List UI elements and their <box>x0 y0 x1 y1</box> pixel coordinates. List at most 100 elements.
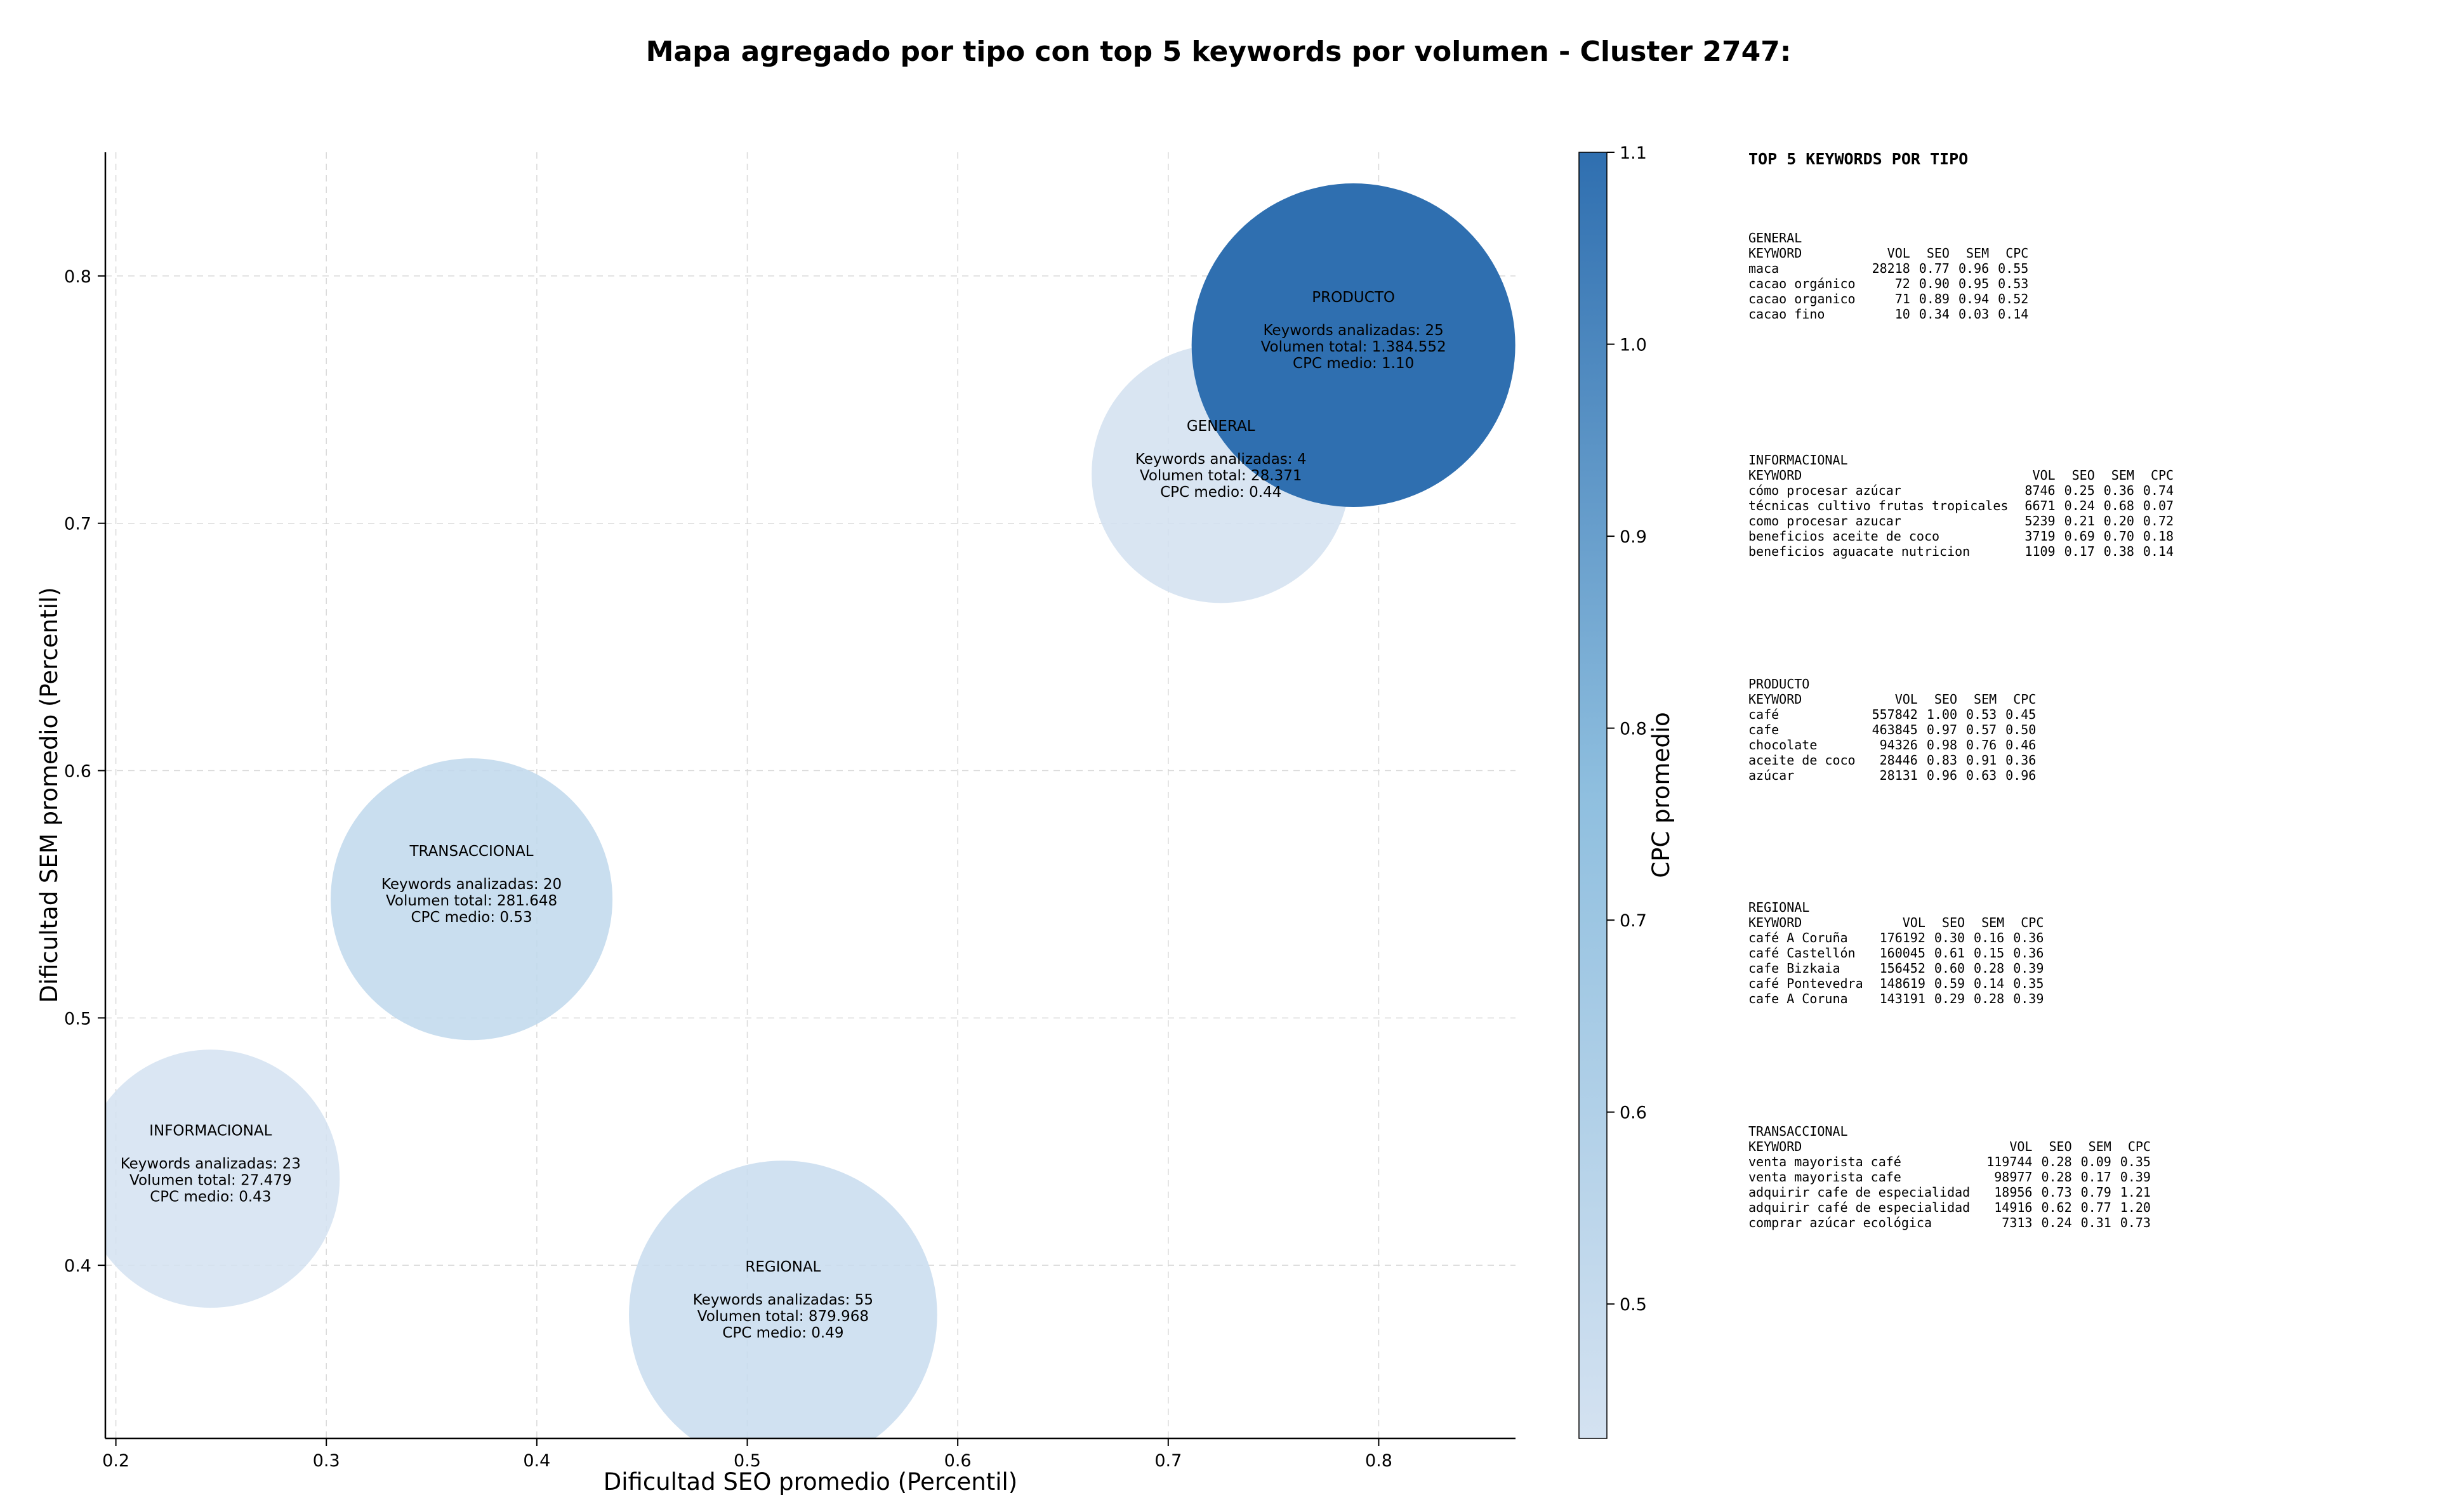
axes <box>104 152 1516 1440</box>
keywords-panel: TOP 5 KEYWORDS POR TIPO GENERAL KEYWORD VO… <box>1748 150 2421 1230</box>
keywords-cell: maca <box>1748 261 1780 276</box>
keywords-cell: 160045 <box>1879 945 1925 961</box>
keywords-cell: 1.21 <box>2120 1185 2151 1200</box>
keywords-cell: 1.00 <box>1926 707 1957 722</box>
keywords-cell: adquirir café de especialidad <box>1748 1200 1971 1215</box>
keywords-row: venta mayorista café 119744 0.28 0.09 0.35 <box>1748 1154 2160 1169</box>
keywords-cell: 6671 <box>2024 498 2056 513</box>
bubble-cpc-label: CPC medio: 1.10 <box>1293 355 1414 372</box>
colorbar-tick-label: 0.6 <box>1620 1103 1647 1123</box>
keywords-cell: 1.20 <box>2120 1200 2151 1215</box>
keywords-cell: 0.39 <box>2013 961 2044 976</box>
keywords-cell: 0.94 <box>1958 291 1990 306</box>
keywords-cell: 0.25 <box>2064 483 2095 498</box>
keywords-cell: adquirir cafe de especialidad <box>1748 1185 1971 1200</box>
keywords-row: técnicas cultivo frutas tropicales 6671 0.… <box>1748 498 2183 513</box>
keywords-cell: cafe Bizkaia <box>1748 961 1840 976</box>
keywords-cell: 10 <box>1894 306 1910 322</box>
y-tick-label: 0.5 <box>64 1009 91 1029</box>
y-ticks: 0.4 0.5 0.6 0.7 0.8 <box>64 267 105 1276</box>
keywords-cell: 0.74 <box>2143 483 2174 498</box>
keywords-cell: como procesar azucar <box>1748 513 1901 529</box>
keywords-cell: café Castellón <box>1748 945 1856 961</box>
x-tick-label: 0.4 <box>523 1451 550 1471</box>
keywords-cell: 0.96 <box>2005 768 2037 783</box>
keywords-cell: aceite de coco <box>1748 753 1856 768</box>
x-tick-label: 0.8 <box>1365 1451 1392 1471</box>
keywords-cell: 0.14 <box>2143 544 2174 559</box>
keywords-row: café A Coruña 176192 0.30 0.16 0.36 <box>1748 930 2052 945</box>
keywords-cell: 0.17 <box>2080 1169 2111 1185</box>
keywords-row: cafe A Coruna 143191 0.29 0.28 0.39 <box>1748 991 2052 1006</box>
keywords-cell: 0.28 <box>1974 961 2005 976</box>
keywords-cell: 0.91 <box>1966 753 1997 768</box>
keywords-table: KEYWORD VOL SEO SEM CPC café A Coruña 176192 0.… <box>1748 915 2052 1006</box>
colorbar <box>1578 152 1608 1439</box>
bubble-keywords-label: Keywords analizadas: 20 <box>381 876 562 893</box>
keywords-cell: 0.77 <box>2080 1200 2111 1215</box>
keywords-row: cacao orgánico 72 0.90 0.95 0.53 <box>1748 276 2037 291</box>
keywords-cell: 0.14 <box>1998 306 2029 322</box>
keywords-group-general: GENERAL KEYWORD VOL SEO SEM CPC maca 28218 0.77 0… <box>1748 230 2037 322</box>
bubble-name-label: REGIONAL <box>745 1259 821 1275</box>
keywords-cell: 0.73 <box>2120 1215 2151 1230</box>
keywords-cell: 0.96 <box>1926 768 1957 783</box>
keywords-column-header: SEM <box>1974 692 1997 707</box>
keywords-cell: 14916 <box>1994 1200 2033 1215</box>
bubble-layer <box>105 183 1516 1438</box>
keywords-row: adquirir cafe de especialidad 18956 0.73 0.… <box>1748 1185 2160 1200</box>
keywords-column-header: SEO <box>1941 915 1965 930</box>
bubble-name-label: TRANSACCIONAL <box>409 843 533 860</box>
colorbar-tick-label: 0.7 <box>1620 911 1647 931</box>
keywords-cell: 0.76 <box>1966 737 1997 753</box>
keywords-column-header: KEYWORD <box>1748 468 1802 483</box>
bubble-keywords-label: Keywords analizadas: 4 <box>1135 451 1307 468</box>
keywords-cell: 0.62 <box>2041 1200 2072 1215</box>
keywords-column-header: KEYWORD <box>1748 246 1802 261</box>
bubble-cpc-label: CPC medio: 0.53 <box>411 909 532 926</box>
keywords-column-header: CPC <box>2005 246 2029 261</box>
keywords-cell: 0.28 <box>1974 991 2005 1006</box>
keywords-cell: 0.31 <box>2080 1215 2111 1230</box>
keywords-row: cacao organico 71 0.89 0.94 0.52 <box>1748 291 2037 306</box>
keywords-cell: 148619 <box>1879 976 1925 991</box>
bubble-transaccional <box>330 758 613 1041</box>
keywords-cell: 1109 <box>2024 544 2056 559</box>
keywords-cell: 0.35 <box>2013 976 2044 991</box>
keywords-column-header: CPC <box>2150 468 2174 483</box>
keywords-column-header: CPC <box>2127 1139 2151 1154</box>
keywords-cell: 71 <box>1894 291 1910 306</box>
keywords-row: aceite de coco 28446 0.83 0.91 0.36 <box>1748 753 2045 768</box>
keywords-header-row: KEYWORD VOL SEO SEM CPC <box>1748 915 2052 930</box>
keywords-table: KEYWORD VOL SEO SEM CPC café 557842 1.00 0.53 0.4… <box>1748 692 2045 783</box>
keywords-cell: 0.17 <box>2064 544 2095 559</box>
keywords-column-header: CPC <box>2013 692 2037 707</box>
keywords-header-row: KEYWORD VOL SEO SEM CPC <box>1748 246 2037 261</box>
keywords-cell: venta mayorista café <box>1748 1154 1901 1169</box>
keywords-cell: chocolate <box>1748 737 1818 753</box>
keywords-cell: cafe A Coruna <box>1748 991 1848 1006</box>
keywords-group-transaccional: TRANSACCIONAL KEYWORD VOL SEO SEM CPC venta ma… <box>1748 1124 2160 1230</box>
keywords-cell: 8746 <box>2024 483 2056 498</box>
keywords-cell: 0.72 <box>2143 513 2174 529</box>
keywords-cell: 0.14 <box>1974 976 2005 991</box>
keywords-cell: 0.89 <box>1919 291 1950 306</box>
keywords-column-header: SEO <box>2049 1139 2072 1154</box>
keywords-cell: 28218 <box>1872 261 1910 276</box>
keywords-cell: 0.53 <box>1998 276 2029 291</box>
bubble-keywords-label: Keywords analizadas: 23 <box>121 1156 301 1173</box>
keywords-column-header: SEM <box>1981 915 2005 930</box>
keywords-column-header: VOL <box>2009 1139 2033 1154</box>
bubble-name-label: INFORMACIONAL <box>149 1123 272 1140</box>
keywords-table: KEYWORD VOL SEO SEM CPC maca 28218 0.77 0.96 0.55… <box>1748 246 2037 322</box>
keywords-cell: 0.09 <box>2080 1154 2111 1169</box>
keywords-row: venta mayorista cafe 98977 0.28 0.17 0.39 <box>1748 1169 2160 1185</box>
keywords-cell: 28131 <box>1879 768 1918 783</box>
keywords-cell: 0.15 <box>1974 945 2005 961</box>
keywords-cell: venta mayorista cafe <box>1748 1169 1901 1185</box>
keywords-cell: 0.38 <box>2103 544 2134 559</box>
keywords-cell: 7313 <box>2002 1215 2033 1230</box>
keywords-cell: 5239 <box>2024 513 2056 529</box>
colorbar-tick-label: 1.1 <box>1620 143 1647 163</box>
keywords-cell: 0.18 <box>2143 529 2174 544</box>
